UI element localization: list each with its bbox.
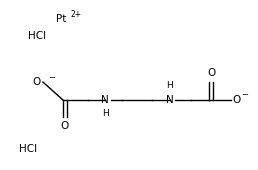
Text: O: O xyxy=(33,77,41,87)
Text: O: O xyxy=(232,95,240,105)
Text: O: O xyxy=(61,121,69,131)
Text: HCl: HCl xyxy=(28,31,46,41)
Text: N: N xyxy=(166,95,173,105)
Text: 2+: 2+ xyxy=(71,10,82,19)
Text: HCl: HCl xyxy=(19,144,37,154)
Text: O: O xyxy=(207,68,215,78)
Text: −: − xyxy=(241,90,248,99)
Text: N: N xyxy=(101,95,109,105)
Text: H: H xyxy=(102,109,109,118)
Text: −: − xyxy=(48,73,55,82)
Text: H: H xyxy=(166,81,173,90)
Text: Pt: Pt xyxy=(56,14,66,24)
